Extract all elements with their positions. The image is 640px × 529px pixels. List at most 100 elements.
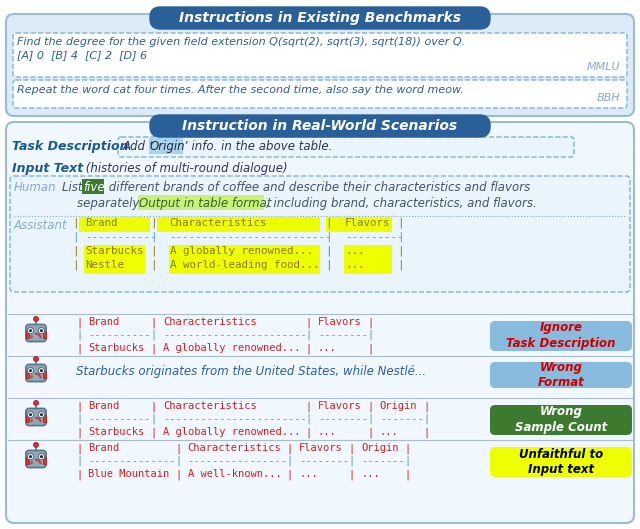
Bar	[43, 415, 46, 422]
Bar	[84, 259, 145, 274]
Text: |: |	[305, 427, 312, 437]
Text: |: |	[76, 317, 83, 327]
Circle shape	[32, 333, 35, 336]
Text: |: |	[367, 317, 374, 327]
Text: MMLU: MMLU	[586, 62, 620, 72]
Bar	[326, 217, 384, 232]
Circle shape	[29, 329, 32, 332]
Text: Origin: Origin	[361, 443, 399, 453]
Text: |: |	[72, 232, 79, 242]
Text: Characteristics: Characteristics	[163, 317, 257, 327]
Bar	[26, 415, 29, 422]
Text: Repeat the word cat four times. After the second time, also say the word meow.: Repeat the word cat four times. After th…	[17, 85, 464, 95]
Bar	[344, 259, 392, 274]
Text: |: |	[326, 218, 332, 229]
Bar	[26, 457, 29, 464]
Text: |: |	[397, 218, 403, 229]
Text: List: List	[62, 181, 86, 194]
Circle shape	[28, 412, 34, 418]
Text: A globally renowned...: A globally renowned...	[170, 246, 312, 256]
Bar	[43, 331, 46, 338]
Text: |: |	[349, 469, 355, 479]
Text: Starbucks: Starbucks	[88, 343, 145, 353]
Text: A globally renowned...: A globally renowned...	[163, 343, 300, 353]
Circle shape	[40, 329, 43, 332]
Text: Task Description: Task Description	[12, 140, 129, 153]
Text: BBH: BBH	[596, 93, 620, 103]
Text: Wrong
Format: Wrong Format	[538, 360, 584, 389]
Text: |: |	[367, 330, 374, 341]
Text: Flavors: Flavors	[318, 401, 362, 411]
Text: --------: --------	[300, 456, 349, 466]
Text: |: |	[349, 443, 355, 453]
Text: A world-leading food...: A world-leading food...	[170, 260, 319, 270]
Bar	[84, 245, 145, 260]
Text: A globally renowned...: A globally renowned...	[163, 427, 300, 437]
Text: ...: ...	[300, 469, 318, 479]
Bar	[26, 331, 29, 338]
Text: |: |	[349, 456, 355, 467]
Circle shape	[38, 453, 45, 460]
Text: |: |	[76, 456, 83, 467]
Circle shape	[28, 453, 34, 460]
FancyBboxPatch shape	[490, 321, 632, 351]
Text: -----------------------: -----------------------	[163, 414, 307, 424]
Text: |: |	[150, 343, 157, 353]
Text: |: |	[404, 443, 411, 453]
Circle shape	[28, 368, 34, 374]
Bar	[43, 457, 46, 464]
Text: Wrong
Sample Count: Wrong Sample Count	[515, 406, 607, 434]
Text: |: |	[326, 246, 332, 257]
Bar	[168, 217, 320, 232]
Text: |: |	[287, 456, 293, 467]
Bar	[82, 179, 104, 194]
Text: |: |	[72, 260, 79, 270]
Text: |: |	[287, 443, 293, 453]
Text: |: |	[367, 401, 374, 412]
Text: Human: Human	[14, 181, 56, 194]
Text: Starbucks: Starbucks	[88, 427, 145, 437]
Text: ...: ...	[345, 246, 365, 256]
Text: ----------------: ----------------	[188, 456, 287, 466]
Circle shape	[34, 400, 38, 405]
Circle shape	[32, 459, 35, 462]
Text: Brand: Brand	[88, 317, 120, 327]
Circle shape	[28, 327, 34, 334]
Text: Output in table format: Output in table format	[139, 197, 271, 210]
Text: ’ info. in the above table.: ’ info. in the above table.	[184, 140, 332, 153]
Text: Nestle: Nestle	[85, 260, 124, 270]
Bar	[138, 195, 264, 210]
Text: |: |	[305, 317, 312, 327]
Text: |: |	[367, 427, 374, 437]
Bar	[344, 245, 392, 260]
Text: |: |	[367, 343, 374, 353]
Text: |: |	[305, 330, 312, 341]
Text: |: |	[150, 232, 157, 242]
Text: Flavors: Flavors	[345, 218, 390, 228]
Text: |: |	[305, 414, 312, 424]
Text: Find the degree for the given field extension Q(sqrt(2), sqrt(3), sqrt(18)) over: Find the degree for the given field exte…	[17, 37, 465, 47]
Text: Characteristics: Characteristics	[163, 401, 257, 411]
Text: |: |	[150, 330, 157, 341]
Text: Flavors: Flavors	[318, 317, 362, 327]
Text: --------: --------	[318, 414, 368, 424]
Text: Ignore
Task Description: Ignore Task Description	[506, 322, 616, 351]
Text: --------: --------	[318, 330, 368, 340]
Circle shape	[38, 412, 45, 418]
FancyBboxPatch shape	[26, 408, 46, 425]
Text: |: |	[175, 443, 182, 453]
Text: five: five	[83, 181, 104, 194]
Text: Assistant: Assistant	[14, 219, 68, 232]
Text: -------: -------	[380, 414, 424, 424]
Text: -------------------------: -------------------------	[170, 232, 332, 242]
Text: |: |	[150, 218, 157, 229]
Text: |: |	[175, 456, 182, 467]
FancyBboxPatch shape	[6, 122, 634, 523]
FancyBboxPatch shape	[26, 450, 46, 468]
Text: |: |	[305, 343, 312, 353]
Bar	[79, 217, 150, 232]
Text: Starbucks originates from the United States, while Nestlé...: Starbucks originates from the United Sta…	[76, 365, 426, 378]
Text: -----------: -----------	[85, 232, 157, 242]
Text: |: |	[150, 401, 157, 412]
Bar	[344, 217, 392, 232]
